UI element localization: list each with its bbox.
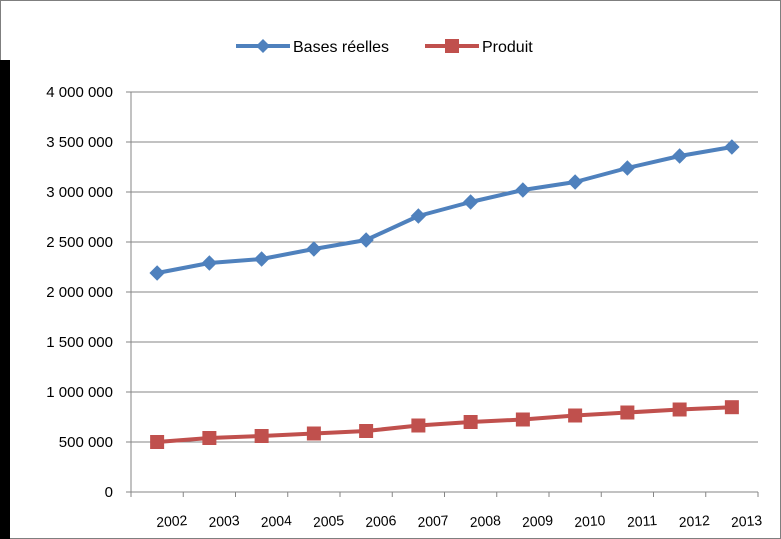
data-point-diamond bbox=[462, 194, 479, 210]
x-tick-label: 2012 bbox=[678, 512, 710, 530]
data-point-diamond bbox=[358, 232, 374, 248]
data-point-diamond bbox=[410, 208, 427, 224]
y-tick-label: 4 000 000 bbox=[46, 84, 113, 101]
series-line-1 bbox=[155, 405, 734, 444]
data-point-square bbox=[202, 431, 217, 445]
data-point-diamond bbox=[724, 139, 740, 155]
left-edge-bar bbox=[0, 60, 10, 539]
x-tick-label: 2008 bbox=[469, 512, 501, 530]
data-point-square bbox=[515, 412, 530, 427]
data-point-square bbox=[150, 435, 165, 449]
legend-label-bases-reelles: Bases réelles bbox=[293, 39, 389, 56]
x-tick-label: 2007 bbox=[417, 512, 449, 530]
data-point-square bbox=[306, 426, 321, 441]
y-tick-label: 3 500 000 bbox=[46, 134, 113, 151]
x-tick-labels: 2002 2003 2004 2005 2006 2007 2008 2009 2010 2011… bbox=[156, 512, 763, 530]
x-tick-label: 2003 bbox=[208, 512, 240, 530]
data-point-diamond bbox=[201, 255, 218, 271]
x-tick-label: 2004 bbox=[260, 512, 292, 530]
y-tick-label: 2 000 000 bbox=[46, 284, 113, 301]
legend-label-produit: Produit bbox=[482, 39, 533, 56]
x-tick-label: 2005 bbox=[312, 512, 344, 530]
data-point-square bbox=[620, 405, 635, 420]
x-tick-label: 2013 bbox=[730, 512, 762, 530]
data-point-diamond bbox=[567, 174, 583, 190]
legend: Bases réelles Produit bbox=[236, 39, 533, 56]
data-point-diamond bbox=[515, 182, 531, 198]
data-point-square bbox=[724, 400, 739, 415]
y-tick-label: 1 500 000 bbox=[46, 334, 113, 351]
data-point-square bbox=[568, 408, 583, 423]
y-tick-label: 3 000 000 bbox=[46, 184, 113, 201]
series-lines bbox=[155, 145, 734, 444]
data-point-square bbox=[463, 415, 478, 429]
data-point-diamond bbox=[671, 148, 688, 164]
x-tick-label: 2006 bbox=[365, 512, 397, 530]
axes bbox=[126, 91, 759, 497]
data-point-square bbox=[672, 402, 687, 417]
data-point-diamond bbox=[253, 251, 270, 267]
data-point-diamond bbox=[149, 265, 165, 281]
y-tick-label: 0 bbox=[105, 484, 113, 501]
series-markers bbox=[149, 139, 740, 449]
x-tick-label: 2002 bbox=[156, 512, 188, 530]
y-tick-label: 500 000 bbox=[59, 434, 113, 451]
data-point-diamond bbox=[619, 160, 636, 176]
data-point-square bbox=[411, 418, 426, 433]
data-point-square bbox=[359, 424, 374, 438]
series-line-0 bbox=[155, 145, 734, 275]
y-tick-labels: 0 500 000 1 000 000 1 500 000 2 000 000 2 500… bbox=[46, 84, 113, 501]
x-tick-label: 2011 bbox=[626, 512, 657, 530]
y-tick-label: 2 500 000 bbox=[46, 234, 113, 251]
grid-lines bbox=[131, 91, 758, 443]
data-point-square bbox=[254, 429, 269, 443]
legend-marker-produit bbox=[445, 39, 459, 53]
y-tick-label: 1 000 000 bbox=[46, 384, 113, 401]
legend-marker-bases-reelles bbox=[256, 39, 270, 53]
x-tick-label: 2009 bbox=[521, 512, 553, 530]
x-tick-label: 2010 bbox=[574, 512, 606, 530]
data-point-diamond bbox=[306, 241, 322, 257]
